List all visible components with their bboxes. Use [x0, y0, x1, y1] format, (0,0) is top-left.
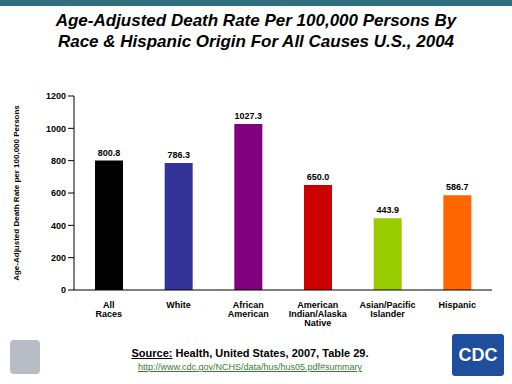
svg-text:Hispanic: Hispanic [438, 300, 476, 310]
svg-text:800.8: 800.8 [98, 148, 121, 158]
svg-text:200: 200 [51, 253, 66, 263]
svg-text:AmericanIndian/AlaskaNative: AmericanIndian/AlaskaNative [289, 300, 348, 328]
html-text:CDC: CDC [458, 344, 498, 365]
svg-text:586.7: 586.7 [446, 182, 469, 192]
svg-text:443.9: 443.9 [376, 205, 399, 215]
svg-text:White: White [166, 300, 191, 310]
svg-text:800: 800 [51, 156, 66, 166]
html-text:Source: Health, United States,: Source: Health, United States, 2007, Tab… [131, 347, 369, 359]
svg-text:786.3: 786.3 [167, 150, 190, 160]
svg-text:600: 600 [51, 188, 66, 198]
svg-text:650.0: 650.0 [307, 172, 330, 182]
svg-text:Asian/PacificIslander: Asian/PacificIslander [359, 300, 415, 319]
svg-text:1027.3: 1027.3 [235, 111, 263, 121]
svg-text:400: 400 [51, 221, 66, 231]
svg-text:0: 0 [61, 285, 66, 295]
svg-text:Age-Adjusted Death Rate per 10: Age-Adjusted Death Rate per 100,000 Pers… [12, 105, 21, 281]
svg-text:1000: 1000 [46, 124, 66, 134]
html-text:Age-Adjusted Death Rate Per 10: Age-Adjusted Death Rate Per 100,000 Pers… [55, 11, 457, 51]
svg-text:AfricanAmerican: AfricanAmerican [228, 300, 269, 319]
svg-text:AllRaces: AllRaces [96, 300, 123, 319]
html-text:http://www.cdc.gov/NCHS/data/h: http://www.cdc.gov/NCHS/data/hus/hus05.p… [137, 362, 362, 372]
svg-text:1200: 1200 [46, 91, 66, 101]
